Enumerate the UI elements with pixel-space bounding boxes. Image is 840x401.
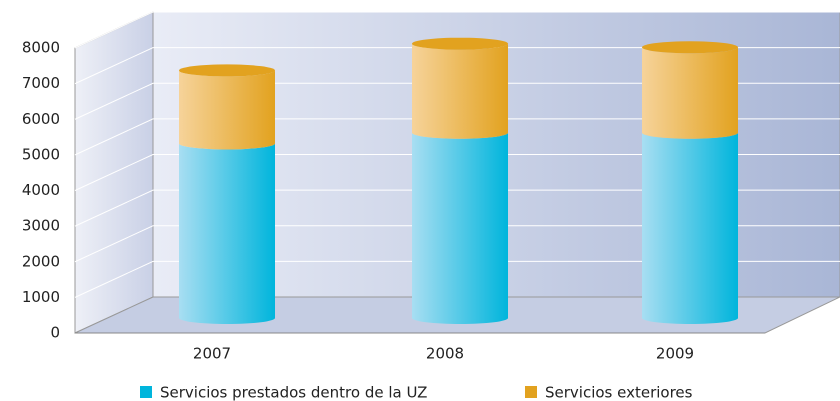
bar-segment [412,132,508,324]
y-tick-label: 5000 [22,145,60,163]
bar-segment [642,47,738,139]
x-tick-label: 2009 [656,345,694,363]
bar-segment [412,43,508,139]
y-tick-label: 0 [50,324,60,342]
bar-segment [642,132,738,324]
y-tick-label: 4000 [22,181,60,199]
bar-segment [179,70,275,150]
grid-line [74,154,840,191]
legend-label: Servicios exteriores [545,384,693,401]
grid-line [74,11,840,49]
grid [74,11,840,334]
bar-cap [642,41,738,54]
grid-line [74,225,840,263]
grid-line [74,47,840,85]
bar-cap [412,37,508,50]
bar-segment [179,143,275,324]
legend-swatch [525,386,537,398]
y-tick-label: 6000 [22,110,60,128]
y-tick-label: 1000 [22,288,60,306]
x-tick-label: 2007 [193,345,231,363]
grid-line [74,260,840,298]
bars [179,37,738,324]
grid-line [74,189,840,227]
grid-line [74,82,840,120]
y-tick-label: 7000 [22,74,60,92]
grid-line [74,118,840,156]
legend-label: Servicios prestados dentro de la UZ [160,384,427,401]
legend: Servicios prestados dentro de la UZ Servi… [140,384,693,401]
labels: 0 1000 2000 3000 4000 5000 6000 7000 8000 2007 200… [22,39,694,363]
legend-swatch [140,386,152,398]
y-tick-label: 8000 [22,39,60,57]
y-tick-label: 2000 [22,252,60,270]
bar-cap [179,64,275,77]
y-tick-label: 3000 [22,217,60,235]
x-tick-label: 2008 [426,345,464,363]
